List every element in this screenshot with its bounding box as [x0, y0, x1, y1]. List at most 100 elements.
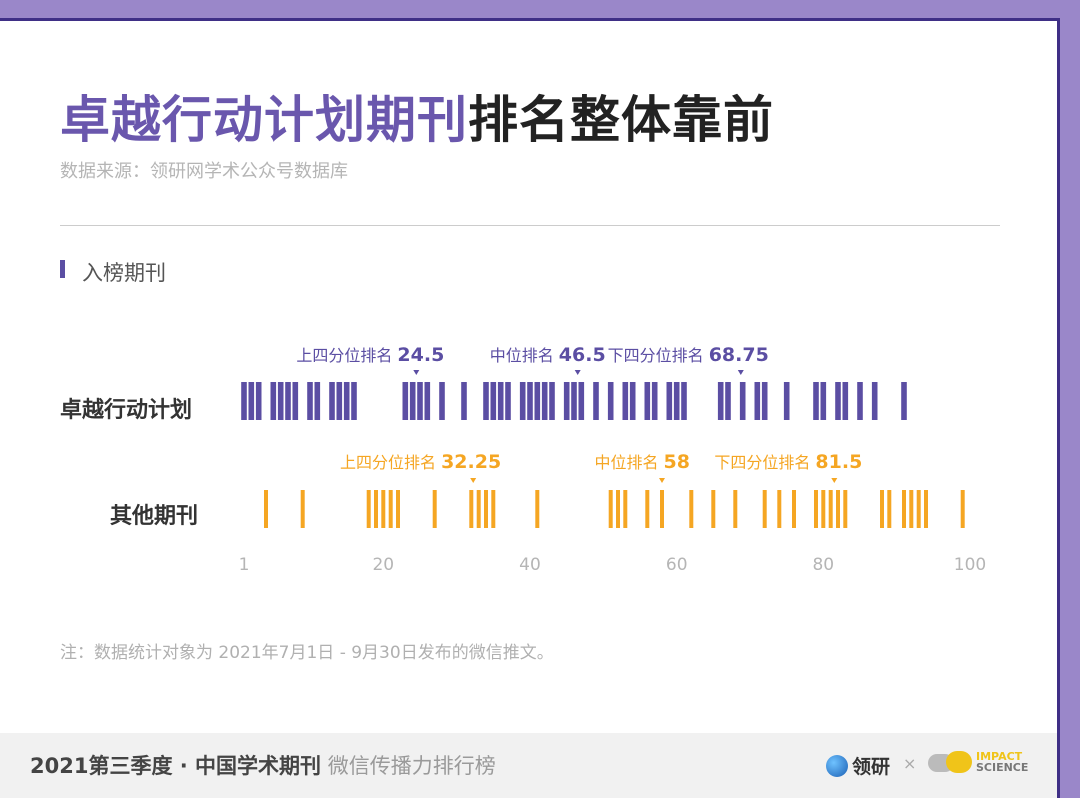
quartile-label-0-1: 中位排名 46.5 — [490, 344, 606, 366]
quartile-label-0-2: 下四分位排名 68.75 — [608, 344, 769, 366]
quartile-marker-0-0 — [413, 370, 420, 375]
rank-bar-0-52 — [901, 382, 907, 420]
rank-bar-1-3 — [374, 490, 378, 528]
x-tick-label-2: 40 — [519, 555, 541, 575]
rank-bar-1-4 — [381, 490, 386, 528]
lingyan-logo: 领研 — [826, 752, 890, 779]
title-rest: 排名整体靠前 — [468, 91, 774, 149]
rank-bar-0-48 — [835, 382, 841, 420]
section-title: 入榜期刊 — [82, 261, 166, 285]
rank-bar-0-14 — [409, 382, 416, 420]
rank-bar-1-14 — [616, 490, 620, 528]
rank-bar-1-34 — [924, 490, 928, 528]
rank-bar-0-5 — [285, 382, 291, 420]
impact-science-line2: SCIENCE — [976, 761, 1029, 774]
rank-bar-1-32 — [909, 490, 914, 528]
rank-bar-0-9 — [329, 382, 335, 420]
rank-bar-0-12 — [351, 382, 357, 420]
rank-bar-0-18 — [461, 382, 467, 420]
rank-bar-0-24 — [527, 382, 533, 420]
rank-bar-0-10 — [336, 382, 343, 420]
rank-bar-1-11 — [491, 490, 496, 528]
rank-bar-0-49 — [842, 382, 849, 420]
rank-bar-1-12 — [535, 490, 540, 528]
rank-bar-0-36 — [651, 382, 658, 420]
rank-bar-1-26 — [828, 490, 833, 528]
x-tick-label-3: 60 — [666, 555, 688, 575]
footer-title-light: 微信传播力排行榜 — [321, 754, 496, 778]
rank-bar-0-39 — [681, 382, 687, 420]
quartile-label-1-0: 上四分位排名 32.25 — [340, 451, 501, 473]
impact-science-line1: IMPACT — [976, 750, 1023, 763]
page-title: 卓越行动计划期刊排名整体靠前 — [60, 80, 774, 152]
rank-bar-1-22 — [777, 490, 782, 528]
rank-bar-0-2 — [255, 382, 262, 420]
rank-bar-0-27 — [549, 382, 555, 420]
rank-bar-0-44 — [761, 382, 768, 420]
rank-bar-0-26 — [541, 382, 548, 420]
rank-bar-0-22 — [505, 382, 511, 420]
rank-bar-0-51 — [871, 382, 878, 420]
rank-bar-1-20 — [733, 490, 738, 528]
rank-bar-0-43 — [754, 382, 761, 420]
rank-bar-1-16 — [645, 490, 650, 528]
quartile-label-1-1: 中位排名 58 — [594, 451, 690, 473]
rank-bar-1-9 — [476, 490, 481, 528]
lingyan-logo-text: 领研 — [852, 756, 891, 778]
rank-bar-0-7 — [307, 382, 313, 420]
x-tick-label-1: 20 — [372, 555, 394, 575]
rank-bar-1-17 — [660, 490, 664, 528]
rank-bar-1-27 — [836, 490, 840, 528]
rank-bar-0-32 — [607, 382, 614, 420]
rank-bar-0-17 — [439, 382, 445, 420]
quartile-marker-1-2 — [831, 478, 838, 483]
divider — [60, 225, 1000, 226]
rank-bar-1-19 — [711, 490, 716, 528]
rank-bar-1-6 — [396, 490, 400, 528]
rank-bar-0-35 — [644, 382, 651, 420]
rank-bar-0-29 — [571, 382, 577, 420]
rank-bar-1-29 — [880, 490, 884, 528]
rank-bar-1-13 — [608, 490, 613, 528]
section-marker — [60, 260, 65, 278]
rank-bar-0-20 — [490, 382, 497, 420]
x-tick-label-5: 100 — [954, 555, 986, 575]
footnote: 注：数据统计对象为 2021年7月1日 - 9月30日发布的微信推文。 — [60, 643, 554, 663]
rank-bar-0-23 — [519, 382, 526, 420]
rank-bar-1-10 — [484, 490, 488, 528]
quartile-label-1-2: 下四分位排名 81.5 — [714, 451, 862, 473]
rank-bar-0-4 — [277, 382, 284, 420]
rank-bar-1-0 — [264, 490, 268, 528]
rank-bar-0-13 — [402, 382, 409, 420]
rank-bar-1-7 — [432, 490, 437, 528]
rank-bar-1-18 — [689, 490, 694, 528]
rank-bar-1-2 — [366, 490, 371, 528]
rank-bar-1-28 — [843, 490, 848, 528]
rank-bar-0-38 — [673, 382, 680, 420]
impact-science-logo-icon — [928, 750, 972, 774]
rank-bar-0-42 — [739, 382, 746, 420]
rank-bar-1-15 — [623, 490, 628, 528]
rank-bar-1-1 — [300, 490, 305, 528]
footer-title-bold: 2021第三季度 · 中国学术期刊 — [30, 754, 322, 778]
quartile-marker-1-0 — [470, 478, 477, 483]
rank-bar-0-15 — [417, 382, 423, 420]
series-label-excellence: 卓越行动计划 — [60, 398, 193, 423]
globe-icon — [826, 754, 848, 777]
rank-bar-1-24 — [814, 490, 818, 528]
rank-bar-0-30 — [578, 382, 585, 420]
series-label-other: 其他期刊 — [110, 504, 199, 529]
rank-bar-0-41 — [725, 382, 731, 420]
rank-bar-0-8 — [314, 382, 321, 420]
footer-title: 2021第三季度 · 中国学术期刊 微信传播力排行榜 — [30, 750, 496, 780]
rank-bar-0-19 — [483, 382, 489, 420]
rank-bar-0-16 — [424, 382, 431, 420]
rank-bar-1-33 — [916, 490, 921, 528]
title-highlight: 卓越行动计划期刊 — [60, 91, 468, 149]
rank-bar-1-25 — [821, 490, 826, 528]
quartile-marker-0-2 — [737, 370, 744, 375]
data-source: 数据来源：领研网学术公众号数据库 — [60, 161, 348, 182]
rank-bar-1-21 — [762, 490, 767, 528]
rank-bar-1-30 — [887, 490, 892, 528]
